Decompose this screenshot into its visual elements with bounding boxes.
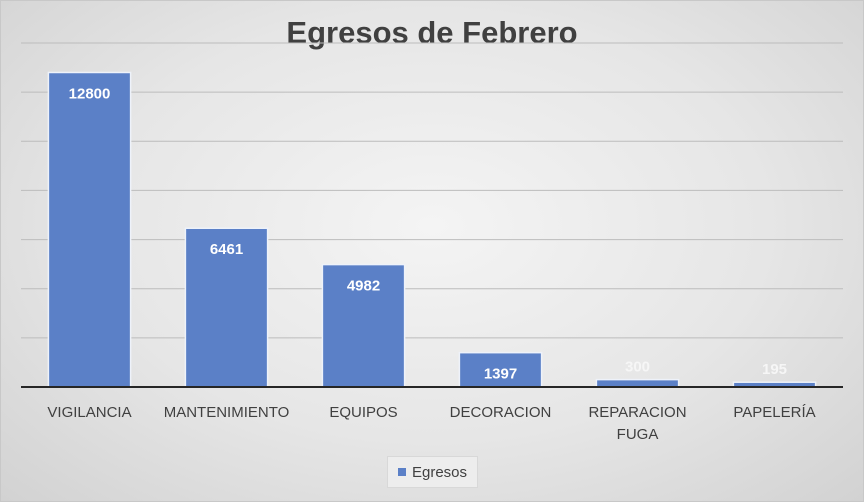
legend: Egresos — [387, 456, 478, 488]
category-label: DECORACION — [450, 404, 552, 421]
data-label: 6461 — [210, 241, 243, 258]
bar-reparacion-fuga — [595, 378, 680, 388]
bar-mantenimiento — [184, 227, 269, 388]
category-label: FUGA — [617, 426, 659, 443]
data-label: 195 — [762, 361, 787, 378]
category-label: EQUIPOS — [329, 404, 397, 421]
data-label: 4982 — [347, 278, 380, 295]
chart-title: Egresos de Febrero — [286, 15, 578, 50]
legend-label: Egresos — [411, 463, 468, 481]
category-label: REPARACION — [588, 404, 686, 421]
data-label: 300 — [625, 359, 650, 376]
legend-swatch — [397, 468, 406, 476]
data-label: 12800 — [69, 85, 111, 102]
category-label: VIGILANCIA — [47, 404, 131, 421]
category-label: PAPELERÍA — [733, 404, 815, 421]
bar-equipos — [321, 263, 406, 388]
category-label: MANTENIMIENTO — [164, 404, 290, 421]
bar-vigilancia — [47, 71, 132, 388]
data-label: 1397 — [484, 366, 517, 383]
